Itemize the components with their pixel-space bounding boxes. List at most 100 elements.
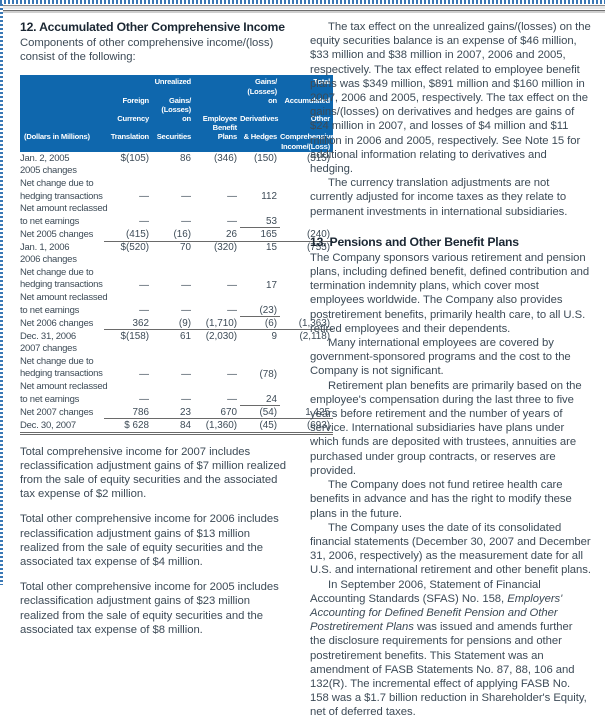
row-label-cont: hedging transactions	[20, 279, 103, 291]
header-gains-2: Gains/	[152, 88, 194, 107]
table-row: to net earnings — — — 24	[20, 393, 333, 407]
row-label: Net change due to	[20, 355, 94, 367]
table-row: Net amount reclassed	[20, 380, 333, 393]
paragraph-sponsors-plans: The Company sponsors various retirement …	[310, 251, 590, 335]
row-cell	[194, 355, 240, 368]
table-row: to net earnings — — — (23)	[20, 304, 333, 318]
row-cell: (23)	[240, 304, 280, 318]
row-cell: 17	[266, 279, 277, 291]
row-cell	[194, 266, 240, 279]
row-cell: —	[139, 190, 149, 202]
row-cell	[152, 291, 194, 304]
right-column: The tax effect on the unrealized gains/(…	[305, 14, 605, 718]
header-row-2: Foreign Gains/ (Losses) on Accumulated	[20, 87, 333, 107]
row-cell: (755)	[306, 242, 330, 254]
row-cell	[104, 254, 152, 267]
row-cell: 165	[240, 227, 280, 242]
row-cell	[152, 343, 194, 356]
row-cell: (1,710)	[194, 316, 240, 331]
row-cell: (54)	[240, 405, 280, 420]
row-cell	[194, 177, 240, 190]
paragraph-2005-comprehensive: Total other comprehensive income for 200…	[20, 581, 279, 636]
row-cell: 1,425	[280, 405, 333, 420]
row-cell	[104, 291, 152, 304]
table-row: Net change due to	[20, 177, 333, 190]
row-cell	[152, 203, 194, 216]
sfas-text-part-2: was issued and amends further the disclo…	[310, 621, 587, 719]
row-cell	[194, 291, 240, 304]
header-benefit-plans: Benefit Plans	[194, 124, 240, 143]
row-cell: —	[181, 394, 191, 406]
row-cell: —	[227, 279, 237, 291]
table-row: Net change due to	[20, 355, 333, 368]
header-blank-2	[104, 75, 152, 88]
row-cell	[194, 165, 240, 178]
aoci-table-header: Unrealized Gains/ Total Foreign Gains/ (…	[20, 75, 335, 153]
row-cell: 24	[240, 393, 280, 407]
row-cell: —	[227, 216, 237, 228]
row-label: Net amount reclassed	[20, 203, 108, 215]
table-row: Dec. 31, 2006 $(158) 61 (2,030) 9 (2,118…	[20, 330, 333, 343]
row-label: Net 2006 changes	[20, 317, 94, 329]
row-cell: (9)	[152, 316, 194, 331]
row-cell	[240, 254, 280, 267]
aoci-table: Unrealized Gains/ Total Foreign Gains/ (…	[20, 75, 335, 435]
row-cell	[240, 355, 280, 368]
table-row: Net 2006 changes 362 (9) (1,710) (6) (1,…	[20, 316, 333, 331]
page-top-band	[0, 4, 605, 14]
row-label: 2005 changes	[20, 165, 77, 177]
header-blank-7	[20, 142, 104, 153]
table-row: 2006 changes	[20, 254, 333, 267]
row-cell: (415)	[104, 227, 152, 242]
header-currency: Currency	[104, 106, 152, 125]
left-column: 12. Accumulated Other Comprehensive Inco…	[0, 14, 335, 636]
row-label-cont: hedging transactions	[20, 368, 103, 380]
row-cell: (2,030)	[205, 331, 237, 343]
header-employee: Employee	[194, 106, 240, 125]
row-label: Net change due to	[20, 177, 94, 189]
header-row-1: Unrealized Gains/ Total	[20, 75, 333, 88]
table-row: hedging transactions — — — (78)	[20, 368, 333, 381]
row-cell: 86	[180, 153, 191, 165]
header-blank-1	[20, 75, 104, 88]
row-label: Dec. 31, 2006	[20, 330, 76, 342]
row-label: Net 2005 changes	[20, 229, 94, 240]
paragraph-no-fund-retiree: The Company does not fund retiree health…	[310, 479, 572, 520]
row-cell: —	[181, 216, 191, 228]
row-cell: 61	[180, 331, 191, 343]
row-cell: —	[181, 305, 191, 317]
row-cell: —	[139, 305, 149, 317]
row-label: Net amount reclassed	[20, 292, 108, 304]
row-cell	[194, 343, 240, 356]
row-cell: —	[181, 190, 191, 202]
paragraph-retirement-benefits: Retirement plan benefits are primarily b…	[310, 379, 582, 477]
header-blank-3	[194, 75, 240, 88]
row-cell	[240, 203, 280, 216]
row-cell	[240, 177, 280, 190]
row-cell	[104, 343, 152, 356]
header-income-loss: Income/(Loss)	[280, 142, 333, 153]
row-label: Net amount reclassed	[20, 381, 108, 392]
row-cell	[152, 380, 194, 393]
header-row-3: Currency (Losses) on Employee Derivative…	[20, 105, 333, 125]
header-blank-8	[104, 142, 152, 153]
table-row: Net change due to	[20, 266, 333, 279]
row-cell	[194, 203, 240, 216]
row-label: Jan. 2, 2005	[20, 152, 70, 164]
header-blank-6	[20, 106, 104, 125]
row-cell: 9	[271, 331, 278, 343]
row-cell: —	[227, 190, 237, 202]
row-cell: 362	[104, 316, 152, 331]
row-cell: 670	[194, 405, 240, 420]
row-label: Dec. 30, 2007	[20, 418, 104, 435]
table-row: to net earnings — — — 53	[20, 215, 333, 229]
header-gains-1: Gains/	[240, 75, 280, 88]
table-row: hedging transactions — — — 112	[20, 190, 333, 203]
row-cell: 26	[194, 227, 240, 242]
row-cell	[152, 165, 194, 178]
row-cell: (1,360)	[194, 418, 240, 435]
row-cell: 15	[266, 242, 277, 254]
page-top-dotted-border	[0, 0, 605, 4]
table-row: 2007 changes	[20, 343, 333, 356]
row-cell: (150)	[253, 153, 277, 165]
